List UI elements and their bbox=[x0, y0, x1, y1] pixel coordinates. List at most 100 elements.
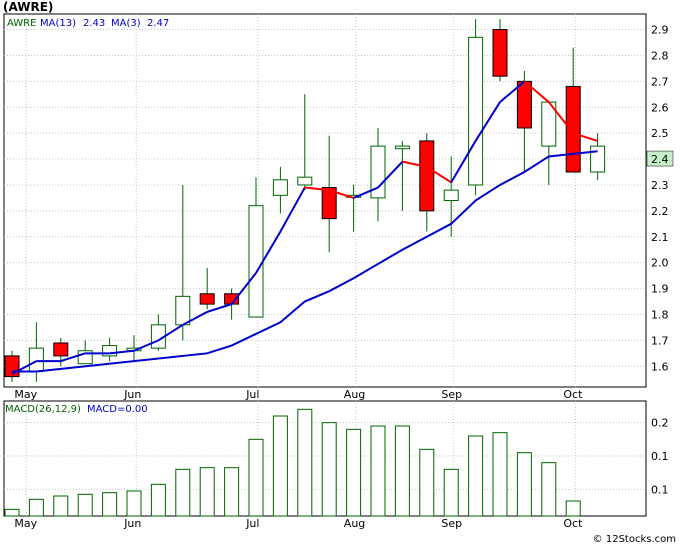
ma3-segment bbox=[11, 360, 37, 375]
macd-month-label: Aug bbox=[344, 517, 365, 530]
candle-up bbox=[272, 179, 288, 196]
macd-bar bbox=[248, 438, 264, 517]
candle-down bbox=[199, 293, 215, 305]
price-tick-label: 2.3 bbox=[651, 179, 669, 192]
macd-axis-months: May Jun Jul Aug Sep Oct bbox=[14, 517, 583, 530]
macd-bar bbox=[565, 500, 581, 517]
ma3-segment bbox=[206, 303, 232, 313]
moving-averages bbox=[11, 80, 598, 375]
ma3-segment bbox=[377, 160, 404, 189]
price-legend: AWRE MA(13) 2.43 MA(3) 2.47 bbox=[7, 18, 169, 29]
price-legend-item: AWRE bbox=[7, 18, 36, 29]
macd-bar bbox=[321, 422, 337, 517]
macd-legend-item: MACD(26,12,9) bbox=[5, 404, 81, 415]
macd-bar bbox=[272, 415, 288, 517]
macd-legend-item: MACD=0.00 bbox=[87, 404, 148, 415]
ma3-segment bbox=[353, 186, 379, 199]
candle-up bbox=[468, 36, 484, 186]
ma3-segment bbox=[474, 101, 501, 142]
ma3-segment bbox=[328, 189, 354, 199]
macd-bar bbox=[394, 425, 410, 517]
price-tick-label: 1.8 bbox=[651, 308, 669, 321]
candles bbox=[4, 19, 606, 382]
ma3-segment bbox=[255, 231, 282, 274]
macd-tick-label: 0.2 bbox=[651, 417, 669, 430]
candle-up bbox=[443, 189, 459, 201]
macd-bar bbox=[419, 448, 435, 517]
ma3-segment bbox=[279, 187, 306, 233]
candle-down bbox=[565, 86, 581, 173]
ma3-segment bbox=[60, 352, 86, 363]
macd-bar bbox=[492, 432, 508, 517]
ma3-segment bbox=[182, 310, 208, 326]
macd-bar bbox=[102, 492, 118, 517]
price-month-label: Jul bbox=[245, 388, 259, 401]
candle-up bbox=[175, 295, 191, 326]
ma3-segment bbox=[133, 339, 159, 352]
ma3-segment bbox=[402, 160, 428, 168]
macd-month-label: Jun bbox=[123, 517, 141, 530]
price-month-label: Sep bbox=[441, 388, 462, 401]
candle-down bbox=[516, 80, 532, 129]
price-tick-label: 2.2 bbox=[651, 205, 669, 218]
ma3-segment bbox=[157, 323, 184, 342]
price-legend-item: 2.47 bbox=[147, 18, 169, 29]
macd-bar bbox=[175, 468, 191, 517]
price-month-label: May bbox=[14, 388, 37, 401]
ma3-segment bbox=[523, 80, 550, 103]
candle-up bbox=[394, 145, 410, 150]
macd-bar bbox=[370, 425, 386, 517]
price-tick-label: 2.0 bbox=[651, 257, 669, 270]
ma3-segment bbox=[304, 186, 330, 192]
macd-month-label: Jul bbox=[245, 517, 259, 530]
macd-legend: MACD(26,12,9) MACD=0.00 bbox=[5, 404, 148, 415]
ma3-segment bbox=[499, 80, 526, 103]
macd-month-label: Oct bbox=[563, 517, 583, 530]
macd-bar bbox=[297, 408, 313, 517]
macd-tick-label: 0.1 bbox=[651, 483, 669, 496]
price-tick-label: 2.7 bbox=[651, 75, 669, 88]
candle-up bbox=[248, 205, 264, 318]
macd-month-label: May bbox=[14, 517, 37, 530]
macd-month-label: Sep bbox=[441, 517, 462, 530]
ma3-segment bbox=[450, 140, 477, 183]
price-tick-label: 2.8 bbox=[651, 49, 669, 62]
price-tick-label: 1.9 bbox=[651, 283, 669, 296]
price-legend-item: MA(3) bbox=[111, 18, 141, 29]
candle-up bbox=[297, 176, 313, 186]
macd-bar bbox=[28, 498, 44, 517]
price-tick-label: 1.6 bbox=[651, 360, 669, 373]
price-tick-label: 2.9 bbox=[651, 24, 669, 37]
macd-bar bbox=[443, 468, 459, 517]
ma3-segment bbox=[426, 165, 452, 184]
macd-bar bbox=[53, 495, 69, 517]
candle-up bbox=[28, 347, 44, 372]
price-tick-label: 1.7 bbox=[651, 334, 669, 347]
macd-axis-ticks: 0.1 0.1 0.2 bbox=[651, 417, 669, 497]
last-price-box bbox=[646, 150, 674, 167]
macd-bar bbox=[541, 462, 557, 517]
last-price-label: 2.4 bbox=[651, 153, 669, 166]
candle-up bbox=[590, 145, 606, 173]
price-month-label: Oct bbox=[563, 388, 583, 401]
macd-bar bbox=[150, 483, 166, 517]
candle-down bbox=[492, 29, 508, 77]
copyright-credit: © 12Stocks.com bbox=[593, 534, 676, 545]
price-axis-ticks: 1.6 1.7 1.8 1.9 2.0 2.1 2.2 2.3 2.4 2.5 2.6 2.7 2.8 2… bbox=[651, 24, 669, 374]
price-legend-item: MA(13) bbox=[40, 18, 76, 29]
price-tick-label: 2.5 bbox=[651, 127, 669, 140]
ma3-segment bbox=[572, 132, 598, 142]
candle-down bbox=[321, 187, 337, 220]
macd-bar bbox=[126, 490, 142, 517]
macd-bar bbox=[224, 467, 240, 517]
price-month-label: Aug bbox=[344, 388, 365, 401]
candle-down bbox=[419, 140, 435, 212]
macd-bar bbox=[199, 467, 215, 517]
macd-bar bbox=[516, 452, 532, 517]
candle-up bbox=[102, 345, 118, 357]
ma13-line bbox=[12, 150, 598, 373]
macd-bar bbox=[4, 508, 20, 517]
candle-down bbox=[53, 342, 69, 357]
macd-bar bbox=[468, 435, 484, 517]
